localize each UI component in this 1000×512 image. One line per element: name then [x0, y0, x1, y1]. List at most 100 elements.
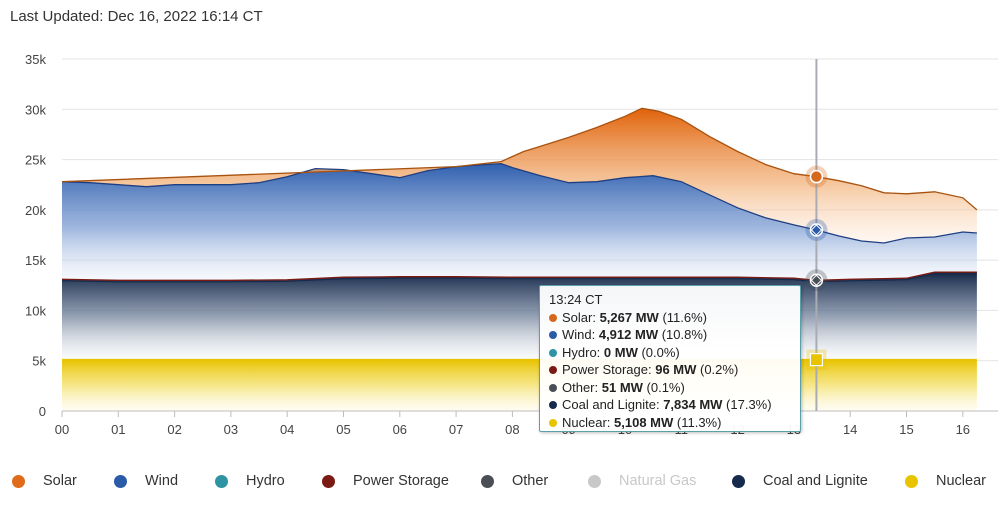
legend-label: Solar: [43, 473, 77, 489]
legend-label: Hydro: [246, 473, 285, 489]
y-axis: 0 5k 10k 15k 20k 25k 30k 35k: [25, 52, 46, 419]
other-marker: [809, 273, 824, 288]
legend-item-natural-gas[interactable]: Natural Gas: [588, 472, 696, 490]
x-tick-label: 05: [336, 422, 350, 437]
legend-item-nuclear[interactable]: Nuclear: [905, 472, 986, 490]
tooltip-label: Power Storage:: [562, 362, 656, 377]
legend-item-wind[interactable]: Wind: [114, 472, 178, 490]
x-tick-label: 14: [843, 422, 857, 437]
tooltip-value: 0 MW: [603, 344, 638, 360]
tooltip-label: Hydro:: [562, 344, 604, 360]
legend-dot: [481, 474, 494, 488]
tooltip-percent: (0.1%): [642, 379, 685, 395]
legend-dot: [588, 474, 601, 488]
y-tick-label: 5k: [32, 354, 46, 369]
wind-line: [61, 162, 977, 244]
legend-item-solar[interactable]: Solar: [12, 472, 77, 490]
tooltip-value: 7,834 MW: [663, 397, 723, 412]
y-tick-label: 35k: [25, 52, 46, 67]
legend-item-other[interactable]: Other: [481, 472, 548, 490]
x-tick-label: 04: [280, 422, 294, 437]
hover-tooltip: 13:24 CT Solar: 5,267 MW (11.6%) Wind: 4,…: [539, 285, 801, 432]
tooltip-percent: (10.8%): [658, 327, 708, 342]
y-tick-label: 30k: [25, 102, 46, 117]
legend-item-coal-and-lignite[interactable]: Coal and Lignite: [732, 472, 868, 490]
generation-mix-chart[interactable]: 0 5k 10k 15k 20k 25k 30k 35k 00 01 02 03 04 05 06 07 08…: [0, 0, 1000, 466]
legend-dot: [905, 474, 918, 488]
wind-area: [62, 163, 977, 281]
legend-dot: [215, 474, 228, 488]
tooltip-row: Solar: 5,267 MW (11.6%): [549, 309, 791, 327]
coal-and-lignite-area: [62, 272, 977, 360]
tooltip-row: Wind: 4,912 MW (10.8%): [549, 326, 791, 344]
tooltip-dot: [549, 418, 557, 427]
wind-marker: [809, 223, 824, 237]
x-tick-label: 07: [449, 422, 463, 437]
tooltip-dot: [549, 401, 557, 409]
series-areas: [61, 107, 978, 411]
x-axis: 0001020304050607080910111213141516: [55, 410, 998, 437]
legend-dot: [322, 474, 335, 488]
y-tick-label: 20k: [25, 203, 46, 218]
x-tick-label: 08: [505, 422, 519, 437]
tooltip-row: Other: 51 MW (0.1%): [549, 379, 791, 397]
solar-area: [62, 108, 977, 243]
legend-label: Wind: [145, 473, 179, 489]
tooltip-label: Solar:: [562, 309, 600, 325]
tooltip-row: Power Storage: 96 MW (0.2%): [549, 361, 791, 379]
tooltip-dot: [549, 313, 557, 322]
legend-dot: [12, 474, 25, 488]
tooltip-value: 51 MW: [601, 379, 643, 395]
nuclear-area: [62, 359, 977, 411]
tooltip-value: 5,108 MW: [614, 414, 674, 430]
x-tick-label: 06: [393, 422, 407, 437]
tooltip-row: Coal and Lignite: 7,834 MW (17.3%): [549, 396, 791, 414]
tooltip-time: 13:24 CT: [549, 292, 603, 307]
tooltip-percent: (11.6%): [658, 309, 707, 325]
nuclear-marker: [809, 353, 824, 367]
tooltip-percent: (11.3%): [673, 414, 722, 430]
tooltip-label: Nuclear:: [562, 414, 615, 430]
legend-label: Coal and Lignite: [763, 473, 868, 489]
power-storage-line: [61, 271, 977, 281]
tooltip-percent: (0.0%): [637, 344, 680, 360]
legend-dot: [732, 474, 745, 488]
chart-legend: Solar Wind Hydro Power Storage Other Natural …: [0, 466, 1000, 496]
y-tick-label: 10k: [25, 303, 46, 318]
other-marker-diamond: [810, 274, 823, 286]
x-tick-label: 16: [956, 422, 970, 437]
last-updated-text: Last Updated: Dec 16, 2022 16:14 CT: [10, 8, 263, 25]
tooltip-row: Nuclear: 5,108 MW (11.3%): [549, 414, 791, 432]
tooltip-dot: [549, 348, 557, 357]
tooltip-row: Hydro: 0 MW (0.0%): [549, 344, 791, 362]
legend-label: Natural Gas: [619, 473, 697, 489]
x-tick-label: 00: [55, 422, 69, 437]
legend-item-power-storage[interactable]: Power Storage: [322, 472, 449, 490]
y-tick-label: 25k: [25, 153, 46, 168]
tooltip-dot: [549, 331, 557, 339]
tooltip-value: 4,912 MW: [598, 327, 659, 342]
tooltip-percent: (17.3%): [722, 397, 772, 412]
legend-label: Power Storage: [353, 473, 449, 489]
tooltip-label: Other:: [562, 379, 602, 395]
coal-and-lignite-line: [61, 273, 977, 283]
tooltip-dot: [549, 366, 557, 374]
tooltip-label: Wind:: [562, 327, 599, 342]
legend-item-hydro[interactable]: Hydro: [215, 472, 285, 490]
x-tick-label: 03: [224, 422, 238, 437]
hover-crosshair: [805, 59, 828, 411]
tooltip-dot: [549, 383, 557, 392]
y-tick-label: 15k: [25, 253, 46, 268]
x-tick-label: 01: [111, 422, 125, 437]
tooltip-value: 96 MW: [655, 362, 697, 377]
legend-label: Nuclear: [936, 473, 986, 489]
x-tick-label: 02: [167, 422, 181, 437]
wind-marker-diamond: [810, 224, 823, 236]
tooltip-label: Coal and Lignite:: [562, 397, 664, 412]
solar-marker: [809, 169, 824, 184]
tooltip-percent: (0.2%): [696, 362, 739, 377]
y-tick-label: 0: [39, 404, 46, 419]
solar-line: [61, 107, 978, 211]
tooltip-value: 5,267 MW: [599, 309, 659, 325]
x-tick-label: 15: [899, 422, 913, 437]
